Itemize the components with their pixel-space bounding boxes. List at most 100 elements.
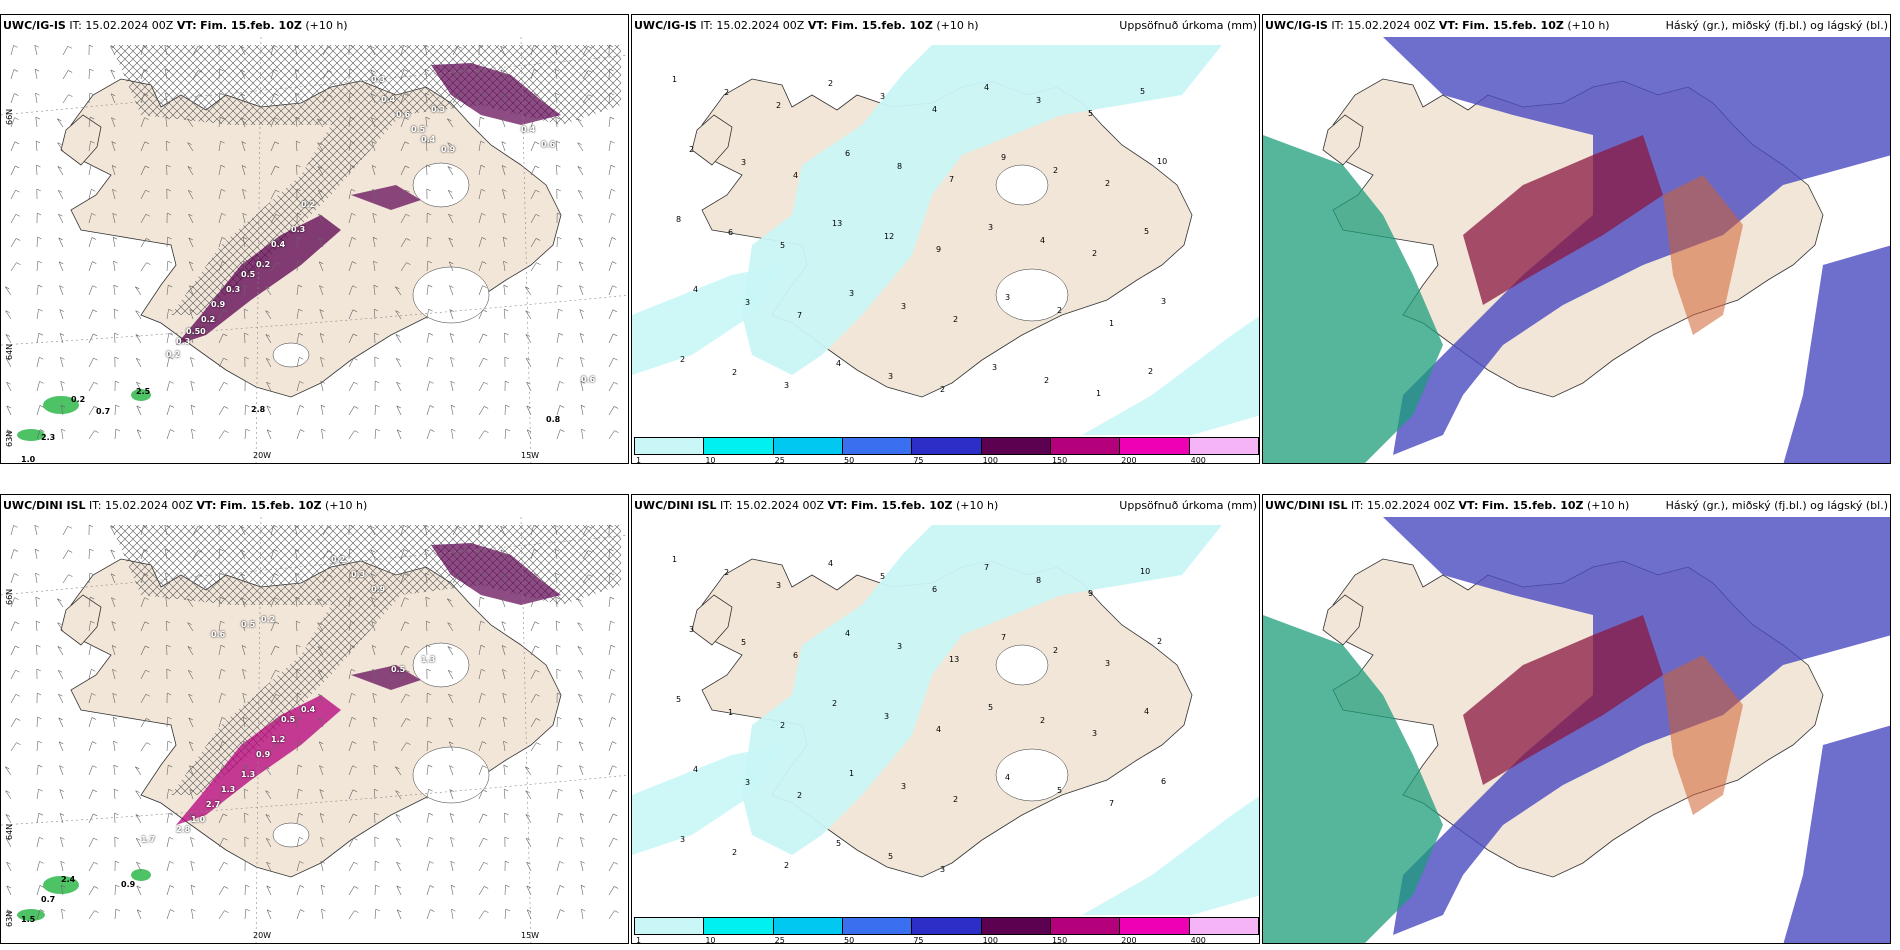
wind-barb-flag <box>59 813 65 816</box>
wind-barb-flag <box>349 572 355 576</box>
wind-barb <box>348 189 352 200</box>
wind-barb-flag <box>67 525 72 529</box>
colorbar-tick-label: 10 <box>705 456 716 464</box>
wind-barb-flag <box>5 286 10 290</box>
wind-barb-flag <box>34 548 40 552</box>
wind-barb-flag <box>90 644 96 648</box>
wind-barb <box>140 189 146 200</box>
wind-barb <box>36 285 39 296</box>
precip-value-label: 0.2 <box>261 615 276 624</box>
wind-barb-flag <box>559 381 564 384</box>
wind-barb-flag <box>115 860 120 864</box>
wind-barb-flag <box>427 740 433 744</box>
wind-barb-flag <box>111 117 116 120</box>
wind-barb-flag <box>533 525 538 528</box>
wind-barb-flag <box>352 789 358 793</box>
wind-barb <box>503 789 506 800</box>
wind-barb <box>270 141 276 152</box>
wind-barb-flag <box>328 574 333 577</box>
wind-barb-flag <box>191 908 196 912</box>
wind-barb-flag <box>578 213 583 217</box>
wind-barb <box>348 765 353 776</box>
wind-barb-flag <box>536 718 541 721</box>
wind-barb <box>192 94 199 104</box>
wind-barb <box>187 190 194 200</box>
wind-barb <box>187 166 194 176</box>
wind-barb-flag <box>93 381 98 385</box>
wind-barb <box>450 405 454 416</box>
vt-label: VT: <box>807 19 828 32</box>
wind-barb <box>240 69 246 80</box>
wind-barb-flag <box>190 380 195 384</box>
wind-barb <box>36 909 41 920</box>
wind-barb <box>478 237 483 248</box>
wind-barb-flag <box>14 597 19 600</box>
wind-barb <box>395 766 402 776</box>
iceland-land <box>691 594 733 646</box>
wind-barb <box>556 285 559 296</box>
precip-value-label: 0.3 <box>351 570 366 579</box>
wind-barb-flag <box>223 861 228 865</box>
wind-barb-flag <box>371 165 377 168</box>
precip-area-green <box>17 909 45 921</box>
wind-barb-flag <box>273 525 278 528</box>
wind-barb <box>189 765 194 776</box>
precip-amount-label: 9 <box>936 245 942 254</box>
wind-barb-flag <box>500 45 505 49</box>
wind-barb <box>296 381 300 392</box>
wind-barb-flag <box>317 622 322 625</box>
wind-barb <box>504 812 506 824</box>
wind-barb-flag <box>450 404 456 408</box>
precip-value-label: 0.4 <box>521 125 536 134</box>
wind-barb <box>166 885 171 896</box>
precip-value-label: 0.3 <box>371 75 386 84</box>
precip-amount-label: 6 <box>728 228 734 237</box>
wind-barb <box>60 861 64 872</box>
wind-barb-flag <box>242 212 247 216</box>
wind-barb <box>348 645 352 656</box>
wind-barb <box>500 45 506 56</box>
wind-barb-flag <box>94 886 99 889</box>
wind-barb <box>503 741 506 752</box>
wind-barb-flag <box>396 357 401 361</box>
wind-barb <box>240 45 246 56</box>
wind-barb-flag <box>481 693 486 696</box>
precip-value-label: 1.2 <box>271 735 286 744</box>
wind-barb-flag <box>317 142 322 145</box>
precip-value-label: 0.7 <box>96 407 111 416</box>
wind-barb <box>396 429 402 440</box>
wind-barb <box>608 141 611 152</box>
wind-barb <box>556 405 561 416</box>
wind-barb-flag <box>450 837 455 840</box>
wind-barb <box>556 837 560 848</box>
wind-barb <box>59 285 64 296</box>
wind-barb <box>400 525 404 536</box>
wind-barb <box>478 117 481 128</box>
wind-barb-flag <box>35 620 41 624</box>
wind-barb <box>36 789 39 800</box>
wind-barb-flag <box>241 621 246 624</box>
wind-barb <box>136 381 142 392</box>
wind-barb-flag <box>425 140 431 144</box>
wind-barb <box>5 334 12 344</box>
wind-barb-flag <box>241 117 246 120</box>
wind-barb-flag <box>609 548 614 552</box>
wind-barb <box>348 693 352 704</box>
wind-barb <box>112 213 116 224</box>
wind-barb <box>113 789 116 800</box>
longitude-tick: 15W <box>521 931 540 940</box>
wind-barb <box>34 549 38 560</box>
wind-barb <box>322 46 329 56</box>
wind-barb <box>478 357 484 368</box>
wind-barb-flag <box>16 718 21 721</box>
wind-barb <box>373 765 376 776</box>
wind-barb-flag <box>317 646 322 649</box>
wind-barb-flag <box>350 164 356 168</box>
wind-barb <box>426 813 430 824</box>
wind-barb-flag <box>424 524 429 528</box>
wind-barb-flag <box>37 692 42 696</box>
wind-barb-flag <box>57 598 62 602</box>
wind-barb-flag <box>447 598 452 602</box>
wind-barb-flag <box>557 236 562 240</box>
wind-barb-flag <box>190 404 196 408</box>
